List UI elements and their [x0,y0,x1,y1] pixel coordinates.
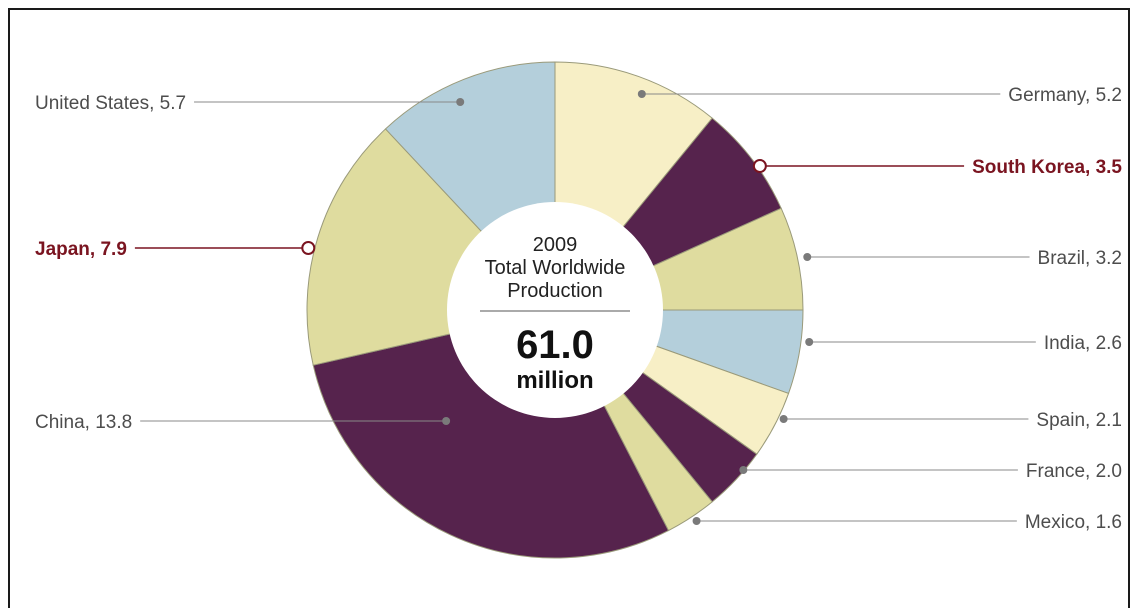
slice-label-brazil: Brazil, 3.2 [1038,248,1122,269]
center-hole [447,202,663,418]
leader-dot-germany [637,90,646,98]
leader-dot-japan [301,241,316,255]
slice-label-spain: Spain, 2.1 [1036,410,1122,431]
slice-label-mexico: Mexico, 1.6 [1025,512,1122,533]
center-title-line1: Total Worldwide [485,257,626,279]
leader-dot-mexico [692,517,701,525]
leader-dot-france [739,466,748,474]
slice-labels-group: Germany, 5.2 South Korea, 3.5 Brazil, 3.2 I… [35,85,1122,533]
slice-label-france: France, 2.0 [1026,461,1122,482]
slice-label-india: India, 2.6 [1044,333,1122,354]
leader-dot-china [442,417,451,425]
slice-label-united-states: United States, 5.7 [35,93,186,114]
leader-lines-group [134,90,1036,525]
center-title-line2: Production [507,280,603,302]
leader-dot-spain [779,415,788,423]
center-year: 2009 [533,234,578,256]
leader-dot-south-korea [752,159,767,173]
slice-label-germany: Germany, 5.2 [1008,85,1122,106]
center-total-unit: million [516,367,593,394]
slice-label-south-korea: South Korea, 3.5 [972,157,1122,178]
slice-label-china: China, 13.8 [35,412,132,433]
leader-dot-brazil [803,253,812,261]
leader-dot-united-states [456,98,465,106]
center-total-value: 61.0 [516,323,594,367]
chart-frame [8,8,1130,608]
slice-label-japan: Japan, 7.9 [35,239,127,260]
leader-dot-india [805,338,814,346]
